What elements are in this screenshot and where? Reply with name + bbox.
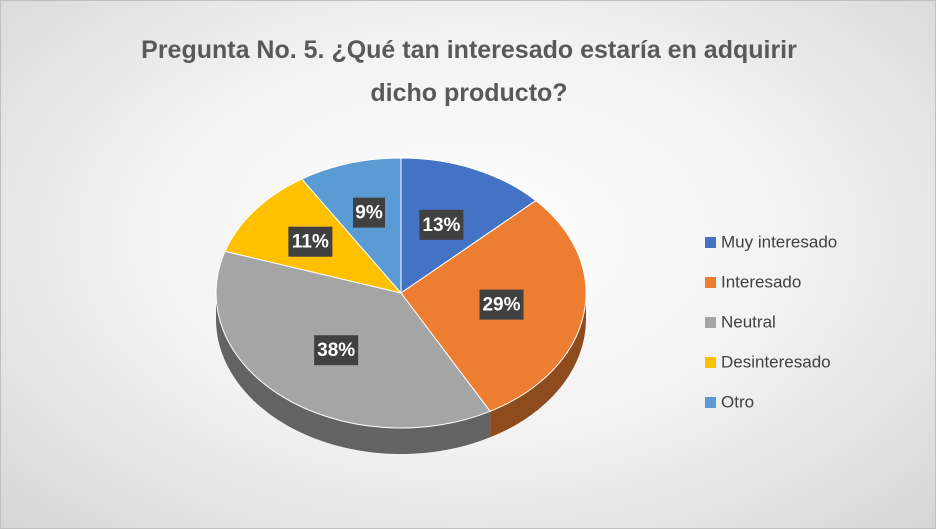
slice-side [216, 293, 491, 455]
data-label-box [314, 335, 359, 366]
data-label-box [479, 289, 524, 320]
chart-title: Pregunta No. 5. ¿Qué tan interesado esta… [141, 36, 797, 107]
legend-swatch [705, 357, 716, 368]
data-label: 29% [482, 295, 520, 316]
slice [400, 157, 537, 294]
legend-label: Muy interesado [721, 232, 837, 251]
slice [301, 157, 402, 295]
data-label-box [288, 226, 333, 257]
legend-swatch [705, 277, 716, 288]
data-label: 9% [355, 203, 383, 224]
data-label-box [352, 197, 385, 228]
legend-label: Neutral [721, 312, 776, 331]
data-label: 38% [317, 340, 355, 361]
data-label-box [419, 209, 464, 240]
data-label: 13% [422, 215, 460, 236]
slice-side [490, 293, 586, 438]
legend-label: Otro [721, 392, 754, 411]
legend-swatch [705, 397, 716, 408]
legend-swatch [705, 237, 716, 248]
data-label: 11% [292, 232, 329, 253]
legend-label: Interesado [721, 272, 801, 291]
legend-label: Desinteresado [721, 352, 831, 371]
legend-swatch [705, 317, 716, 328]
